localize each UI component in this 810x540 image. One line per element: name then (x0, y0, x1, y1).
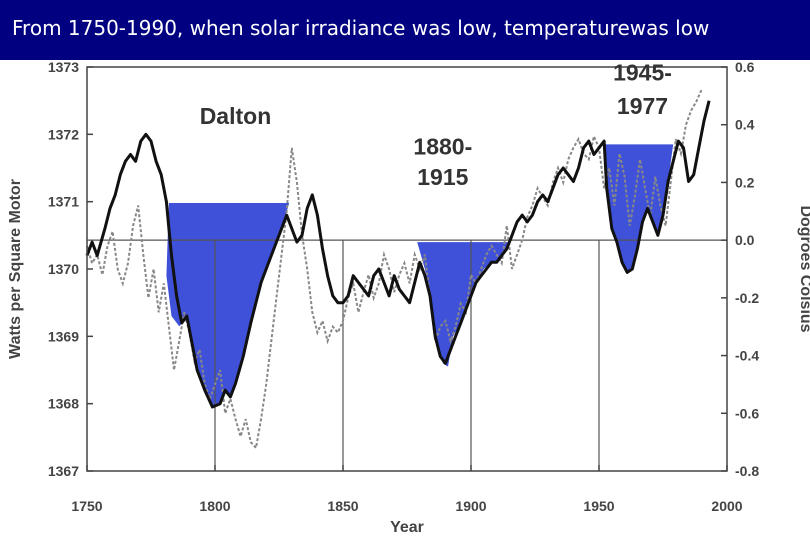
left-tick-label: 1371 (48, 194, 79, 210)
left-tick-label: 1368 (48, 396, 79, 412)
annotation-label-2: 1880- (413, 134, 472, 160)
right-tick-label: 0.2 (735, 174, 755, 190)
right-tick-label: 0.6 (735, 59, 755, 75)
right-tick-label: -0.2 (735, 290, 759, 306)
left-tick-label: 1370 (48, 261, 79, 277)
title-bar: From 1750-1990, when solar irradiance wa… (0, 0, 810, 60)
slide-title: From 1750-1990, when solar irradiance wa… (12, 16, 710, 40)
x-tick-label: 1950 (583, 498, 614, 514)
x-axis-title: Year (390, 519, 424, 536)
shaded-period-2 (417, 242, 510, 367)
irradiance-series-line (85, 100, 711, 409)
right-tick-label: -0.4 (735, 348, 759, 364)
right-tick-label: 0.4 (735, 117, 755, 133)
annotation-label-1: Dalton (200, 103, 272, 129)
x-tick-label: 1750 (71, 498, 102, 514)
right-tick-label: -0.6 (735, 405, 759, 421)
x-tick-label: 1800 (199, 498, 230, 514)
x-tick-label: 1900 (455, 498, 486, 514)
left-axis-title: Watts per Square Motor (7, 179, 24, 359)
left-tick-label: 1367 (48, 463, 79, 479)
x-tick-label: 2000 (711, 498, 742, 514)
left-tick-label: 1373 (48, 59, 79, 75)
x-tick-label: 1850 (327, 498, 358, 514)
left-tick-label: 1372 (48, 126, 79, 142)
annotation-label-3: 1915 (417, 164, 468, 190)
annotation-label-4: 1945- (613, 59, 672, 85)
shaded-period-1 (166, 203, 290, 407)
right-tick-label: 0.0 (735, 232, 755, 248)
right-tick-label: -0.8 (735, 463, 759, 479)
annotation-label-5: 1977 (617, 93, 668, 119)
left-tick-label: 1369 (48, 328, 79, 344)
right-axis-title: Dogroes Colsius (797, 205, 810, 332)
